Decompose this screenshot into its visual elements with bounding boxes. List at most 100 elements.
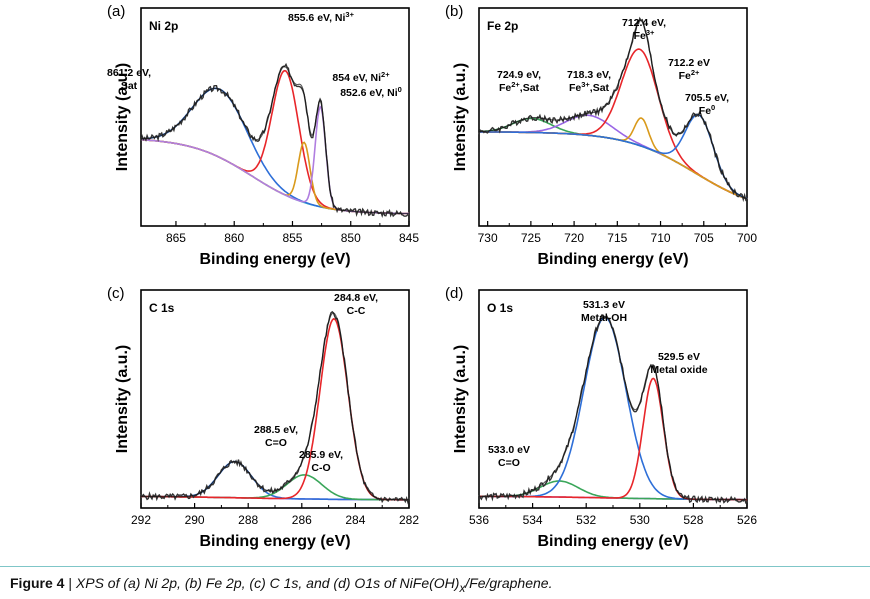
x-axis-label: Binding energy (eV) (199, 533, 350, 550)
component-peak-2 (140, 138, 410, 215)
x-tick-label: 530 (630, 513, 650, 527)
component-peak-0 (479, 117, 748, 200)
y-axis-label: Intensity (a.u.) (114, 345, 131, 453)
annotation-label-line2: Fe3+,Sat (569, 80, 610, 95)
annotation-label: 712.4 eV, (622, 17, 666, 29)
x-axis-label: Binding energy (eV) (199, 251, 350, 268)
annotation-label: 531.3 eV (583, 299, 625, 311)
x-tick-label: 850 (341, 231, 361, 245)
annotation-sup: 2+ (381, 70, 390, 79)
panel-title: C 1s (149, 301, 175, 315)
x-axis-label: Binding energy (eV) (537, 533, 688, 550)
panel-c: 292 290 288 286 284 282 Binding energy (eV) Int… (107, 285, 419, 550)
panel-label: (a) (107, 3, 125, 20)
panel-title: O 1s (487, 301, 513, 315)
panel-title: Ni 2p (149, 19, 178, 33)
annotation-label: 533.0 eV (488, 444, 530, 456)
envelope-curve (141, 66, 410, 215)
plot-frame (478, 7, 748, 227)
y-axis-label: Intensity (a.u.) (452, 345, 469, 453)
annotation-label-line2: Metal oxide (650, 364, 707, 376)
x-tick-label: 705 (694, 231, 714, 245)
annotation-label: 861.2 eV, (107, 67, 151, 79)
annotation-label-line2: Metal-OH (581, 312, 627, 324)
annotation-label-line2: Fe2+,Sat (499, 80, 540, 95)
panel-label: (b) (445, 3, 463, 20)
caption-text: XPS of (a) Ni 2p, (b) Fe 2p, (c) C 1s, a… (76, 575, 553, 595)
x-tick-label: 700 (737, 231, 757, 245)
envelope-curve (479, 19, 748, 200)
annotation-suffix: ,Sat (520, 82, 540, 94)
annotation-label: 718.3 eV, (567, 69, 611, 81)
panel-a: 865 860 855 850 845 Binding energy (eV) Intens… (107, 3, 419, 268)
x-axis-label: Binding energy (eV) (537, 251, 688, 268)
annotation-sup: 3+ (646, 28, 655, 37)
plot-frame (140, 289, 410, 509)
caption-text-sub: x (459, 581, 466, 595)
annotation-sup: 3+ (581, 80, 590, 89)
annotation-label: 285.9 eV, (299, 449, 343, 461)
x-tick-label: 845 (399, 231, 419, 245)
x-tick-label: 528 (683, 513, 703, 527)
component-peak-2 (479, 377, 747, 501)
y-axis-label: Intensity (a.u.) (452, 63, 469, 171)
annotation-label: 284.8 eV, (334, 292, 378, 304)
x-tick-label: 730 (478, 231, 498, 245)
raw-data-curve (478, 314, 748, 505)
annotation-sup: 0 (398, 85, 402, 94)
annotation-label-line2: Fe0 (699, 103, 715, 118)
x-tick-label: 282 (399, 513, 419, 527)
caption-separator: | (64, 575, 76, 591)
annotation-label-line2: Sat (121, 80, 138, 92)
x-tick-label: 534 (523, 513, 543, 527)
x-tick-label: 526 (737, 513, 757, 527)
annotation-label: 529.5 eV (658, 351, 700, 363)
x-tick-label: 536 (469, 513, 489, 527)
component-peak-3 (479, 117, 748, 200)
component-peak-2 (141, 318, 409, 501)
annotation-sup: 2+ (511, 80, 520, 89)
annotation-label: 288.5 eV, (254, 424, 298, 436)
x-tick-label: 715 (607, 231, 627, 245)
y-axis-label: Intensity (a.u.) (114, 63, 131, 171)
background-curve (140, 138, 410, 215)
annotation-label: 855.6 eV, Ni3+ (288, 10, 355, 25)
background-curve (479, 131, 748, 200)
x-tick-label: 860 (224, 231, 244, 245)
annotation-label-line2: Fe2+ (679, 68, 700, 83)
x-tick-label: 292 (131, 513, 151, 527)
annotation-label-line2: C-O (311, 462, 330, 474)
annotation-sup: 0 (711, 103, 715, 112)
component-peak-1 (479, 316, 747, 501)
x-tick-label: 290 (185, 513, 205, 527)
component-peak-0 (141, 87, 410, 215)
component-peak-0 (141, 460, 409, 501)
caption-text-post: /Fe/graphene. (465, 575, 553, 591)
panel-label: (d) (445, 285, 463, 302)
x-tick-label: 720 (564, 231, 584, 245)
annotation-label-line2: C=O (498, 457, 520, 469)
x-tick-label: 710 (651, 231, 671, 245)
panel-b: 730 725 720 715 710 705 700 Binding energy (eV)… (445, 3, 757, 268)
plot-frame (140, 7, 410, 227)
panel-title: Fe 2p (487, 19, 518, 33)
annotation-sup: 2+ (691, 68, 700, 77)
caption-rule (0, 566, 870, 567)
caption-label: Figure 4 (10, 575, 65, 591)
x-tick-label: 865 (166, 231, 186, 245)
envelope-curve (479, 315, 747, 501)
x-tick-label: 725 (521, 231, 541, 245)
raw-data-curve (140, 310, 410, 505)
annotation-label-line2: C-C (347, 305, 366, 317)
annotation-label: 705.5 eV, (685, 92, 729, 104)
x-tick-label: 286 (292, 513, 312, 527)
annotation-label: 852.6 eV, Ni0 (340, 85, 402, 100)
annotation-label: 854 eV, Ni2+ (332, 70, 390, 85)
annotation-suffix: ,Sat (590, 82, 610, 94)
annotation-label-line2: Fe3+ (634, 28, 655, 43)
x-tick-label: 288 (238, 513, 258, 527)
x-tick-label: 855 (282, 231, 302, 245)
x-tick-label: 532 (576, 513, 596, 527)
annotation-sup: 3+ (345, 10, 354, 19)
